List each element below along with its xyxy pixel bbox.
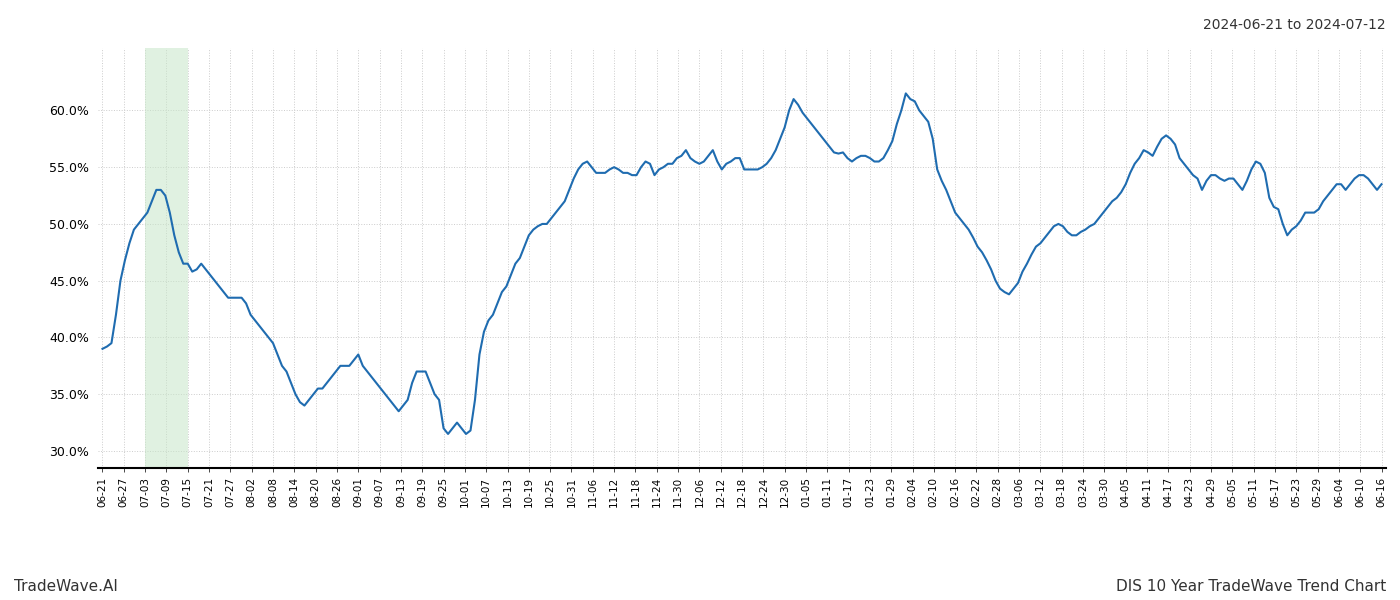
Bar <box>146 48 188 468</box>
Text: DIS 10 Year TradeWave Trend Chart: DIS 10 Year TradeWave Trend Chart <box>1116 579 1386 594</box>
Text: 2024-06-21 to 2024-07-12: 2024-06-21 to 2024-07-12 <box>1204 18 1386 32</box>
Text: TradeWave.AI: TradeWave.AI <box>14 579 118 594</box>
